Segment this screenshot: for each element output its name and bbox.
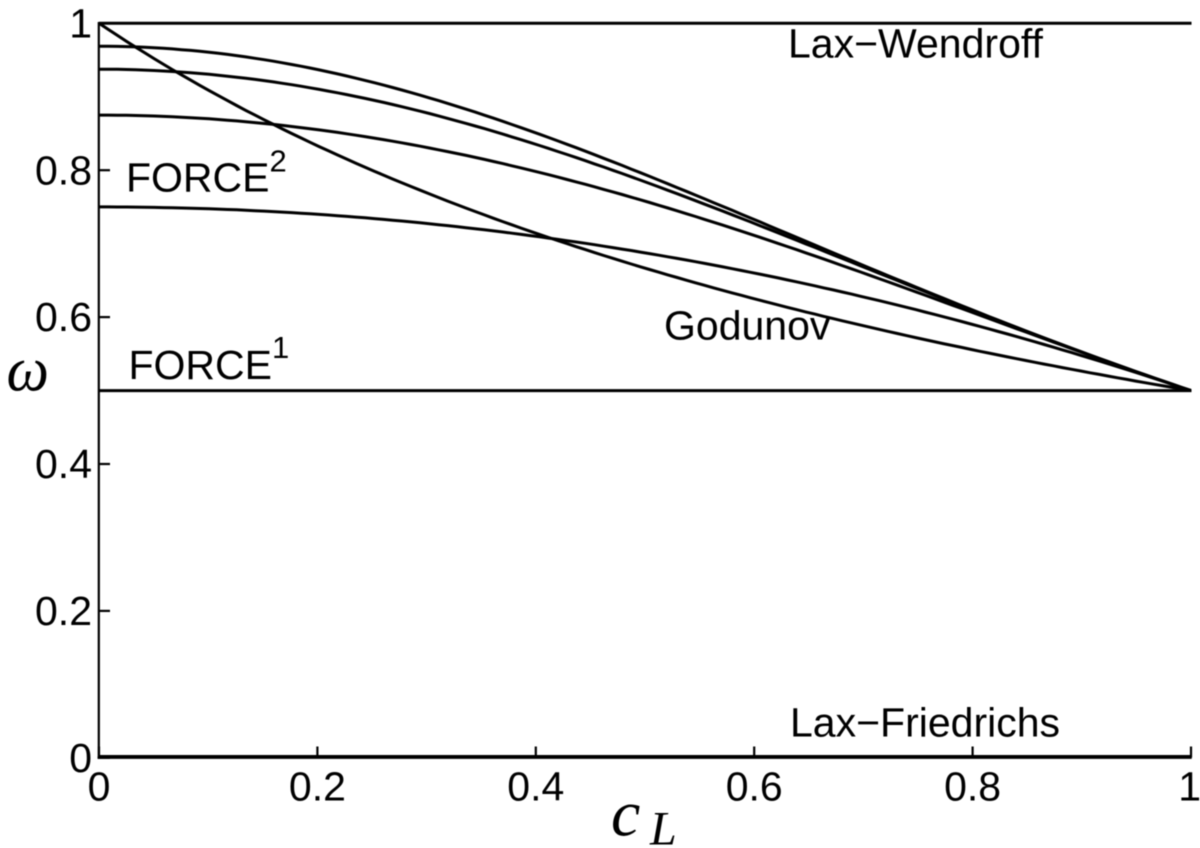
svg-text:ω: ω	[7, 335, 49, 405]
svg-text:1: 1	[1178, 763, 1200, 809]
svg-text:0.8: 0.8	[944, 763, 1001, 809]
svg-text:1: 1	[69, 0, 92, 46]
svg-text:0.4: 0.4	[507, 763, 564, 809]
svg-text:0.6: 0.6	[726, 763, 783, 809]
svg-text:0.2: 0.2	[289, 763, 346, 809]
svg-text:Godunov: Godunov	[664, 303, 831, 349]
svg-text:Lax−Wendroff: Lax−Wendroff	[788, 21, 1044, 67]
svg-text:0.2: 0.2	[35, 588, 92, 634]
svg-text:Lax−Friedrichs: Lax−Friedrichs	[790, 700, 1060, 746]
svg-text:c: c	[611, 778, 640, 848]
svg-text:0: 0	[69, 735, 92, 781]
svg-text:0.6: 0.6	[35, 294, 92, 340]
svg-text:L: L	[649, 803, 677, 848]
svg-text:0.8: 0.8	[35, 147, 92, 193]
svg-text:0: 0	[88, 763, 111, 809]
svg-text:0.4: 0.4	[35, 441, 92, 487]
